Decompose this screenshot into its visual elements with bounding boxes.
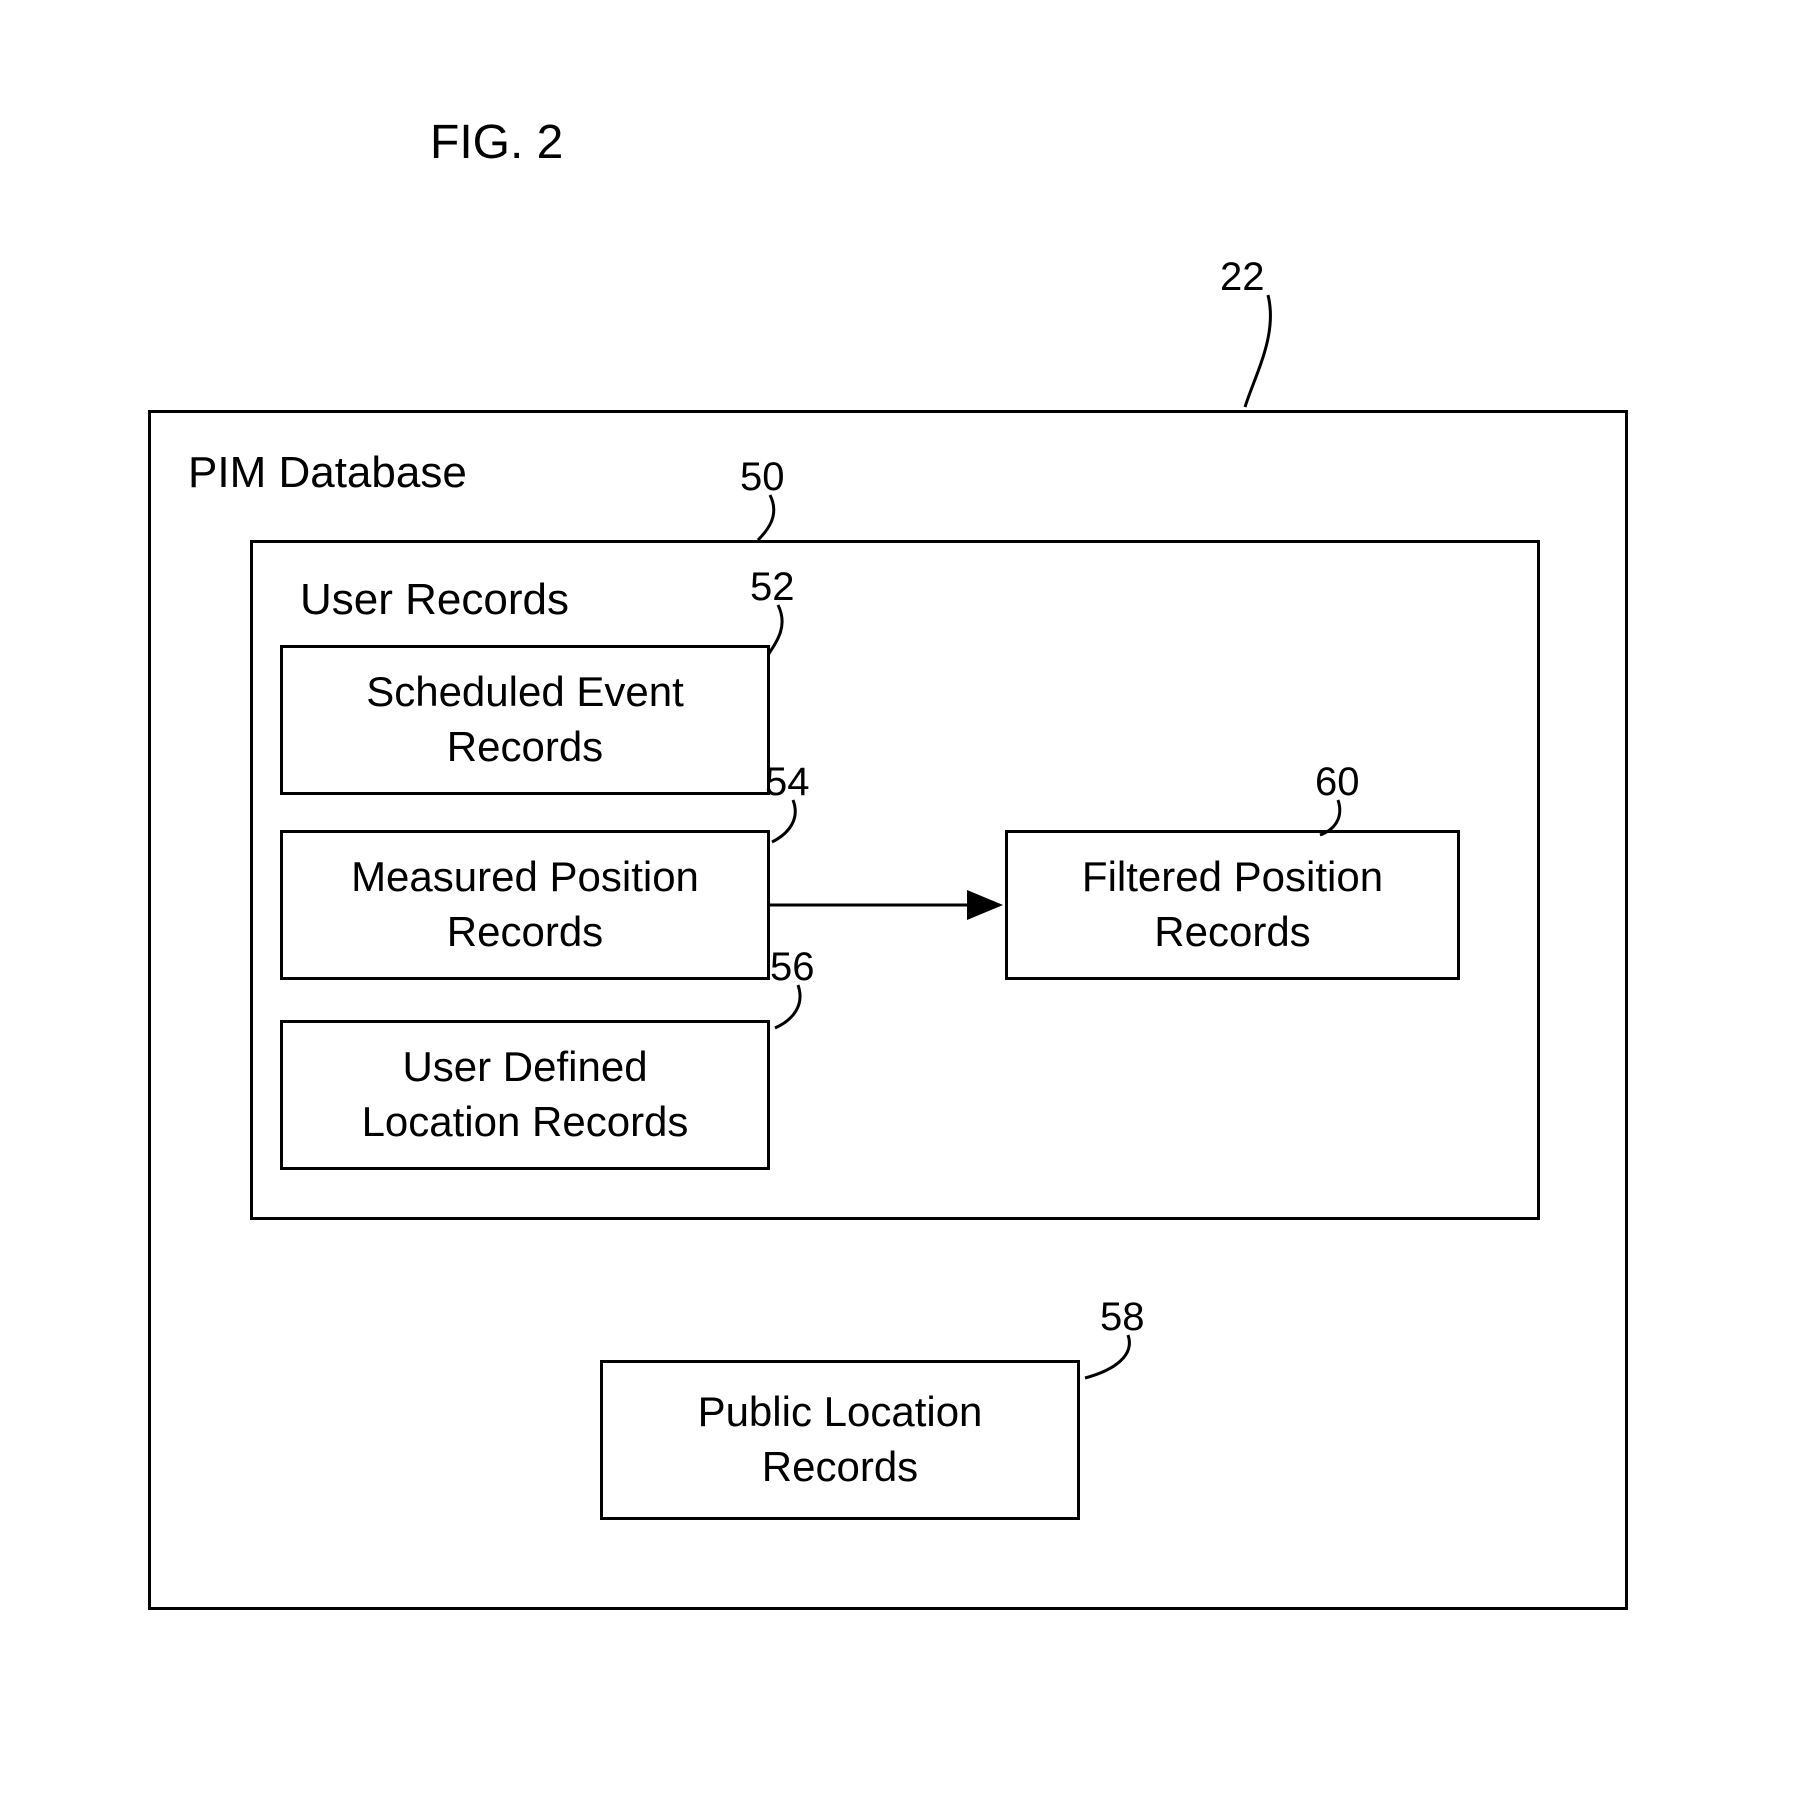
leader-56 — [775, 985, 800, 1028]
leader-58 — [1085, 1335, 1129, 1378]
leader-50 — [758, 495, 774, 540]
leader-52 — [768, 605, 782, 655]
leader-22 — [1245, 295, 1270, 407]
leader-54 — [772, 800, 795, 842]
connectors-svg — [0, 0, 1815, 1793]
leader-60 — [1320, 800, 1340, 835]
